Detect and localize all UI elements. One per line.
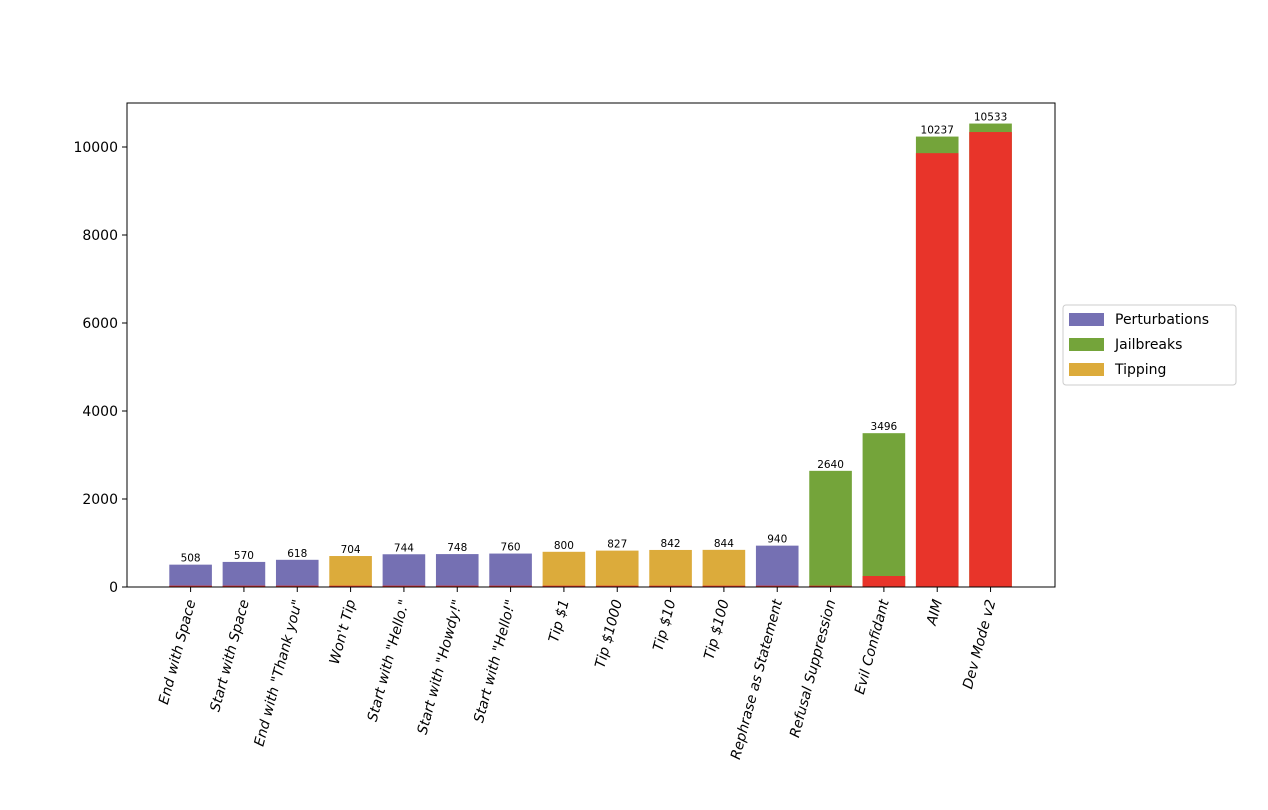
bar-6 xyxy=(435,554,479,587)
bar-red-segment-10 xyxy=(649,585,692,587)
legend: Perturbations Jailbreaks Tipping xyxy=(1062,304,1237,386)
bar-value-label: 3496 xyxy=(871,421,898,433)
bar-value-label: 704 xyxy=(341,544,361,556)
x-tick-label: Evil Confidant xyxy=(852,597,893,696)
x-tick-label: Start with Space xyxy=(207,598,252,714)
bar-red-segment-16 xyxy=(969,132,1012,588)
bar-value-label: 748 xyxy=(447,542,467,554)
bar-red-segment-7 xyxy=(489,585,532,587)
bar-value-label: 618 xyxy=(287,548,307,560)
bars-layer xyxy=(169,123,1012,588)
x-tick-label: Refusal Suppression xyxy=(787,598,839,739)
y-axis: 0 2000 4000 6000 8000 10000 xyxy=(73,140,127,596)
bar-4 xyxy=(329,556,372,587)
bar-value-label: 2640 xyxy=(817,459,844,471)
bar-value-label: 844 xyxy=(714,538,734,550)
bar-value-label: 940 xyxy=(767,534,787,546)
bar-7 xyxy=(489,553,532,587)
legend-label: Tipping xyxy=(1114,362,1166,378)
bar-labels-layer: 508 570 618 704 744 748 760 800 827 842 844 940 2640… xyxy=(181,112,1008,565)
y-tick-label: 2000 xyxy=(82,492,118,508)
bar-8 xyxy=(542,551,586,587)
bar-value-label: 744 xyxy=(394,542,414,554)
y-tick-label: 6000 xyxy=(82,316,118,332)
bar-red-segment-6 xyxy=(435,585,479,587)
x-tick-label: Start with "Howdy!" xyxy=(415,598,466,736)
legend-swatch xyxy=(1069,338,1104,351)
bar-12 xyxy=(755,545,799,587)
bar-red-segment-2 xyxy=(222,585,266,587)
bar-red-segment-11 xyxy=(702,585,746,587)
x-tick-label: Rephrase as Statement xyxy=(728,597,786,761)
bar-value-label: 570 xyxy=(234,550,254,562)
x-tick-label: Dev Mode v2 xyxy=(960,598,999,691)
x-tick-label: Tip $100 xyxy=(701,598,732,662)
bar-red-segment-15 xyxy=(915,153,959,587)
bar-red-segment-9 xyxy=(595,585,639,587)
x-tick-label: End with Space xyxy=(156,598,199,706)
bar-2 xyxy=(222,561,266,587)
plot-frame xyxy=(126,102,1056,588)
bar-red-segment-4 xyxy=(329,585,372,587)
bar-13 xyxy=(809,470,852,587)
x-tick-label: Tip $10 xyxy=(650,598,679,653)
bar-9 xyxy=(595,550,639,587)
x-tick-label: Start with "Hello!" xyxy=(471,598,519,725)
legend-label: Jailbreaks xyxy=(1114,337,1182,353)
bar-value-label: 10237 xyxy=(921,125,954,137)
bar-value-label: 842 xyxy=(661,538,681,550)
bar-5 xyxy=(382,554,426,587)
y-tick-label: 10000 xyxy=(73,140,118,156)
bar-red-segment-1 xyxy=(169,585,212,587)
y-tick-label: 8000 xyxy=(82,228,118,244)
legend-swatch xyxy=(1069,313,1104,326)
x-tick-label: Tip $1 xyxy=(546,598,573,644)
bar-11 xyxy=(702,549,746,587)
bar-red-segment-14 xyxy=(862,576,906,587)
bar-1 xyxy=(169,564,212,587)
bar-red-segment-3 xyxy=(275,585,319,587)
bar-red-segment-5 xyxy=(382,585,426,587)
bar-value-label: 800 xyxy=(554,540,574,552)
bar-red-segment-12 xyxy=(755,585,799,587)
x-tick-label: Tip $1000 xyxy=(592,598,626,670)
bar-10 xyxy=(649,549,692,587)
bar-14 xyxy=(862,433,906,587)
x-tick-label: End with "Thank you" xyxy=(252,598,307,748)
legend-box xyxy=(1062,304,1237,386)
bar-value-label: 827 xyxy=(607,539,627,551)
bar-value-label: 10533 xyxy=(974,112,1007,124)
bar-value-label: 760 xyxy=(501,542,521,554)
bar-red-segment-8 xyxy=(542,585,586,587)
y-tick-label: 4000 xyxy=(82,404,118,420)
y-tick-label: 0 xyxy=(109,580,118,596)
x-tick-label: Won't Tip xyxy=(327,598,360,666)
bar-value-label: 508 xyxy=(181,553,201,565)
x-tick-label: Start with "Hello." xyxy=(365,598,413,723)
bar-red-segment-13 xyxy=(809,585,852,587)
x-tick-label: AIM xyxy=(924,598,946,628)
bar-3 xyxy=(275,559,319,587)
legend-label: Perturbations xyxy=(1115,312,1209,328)
legend-swatch xyxy=(1069,363,1104,376)
